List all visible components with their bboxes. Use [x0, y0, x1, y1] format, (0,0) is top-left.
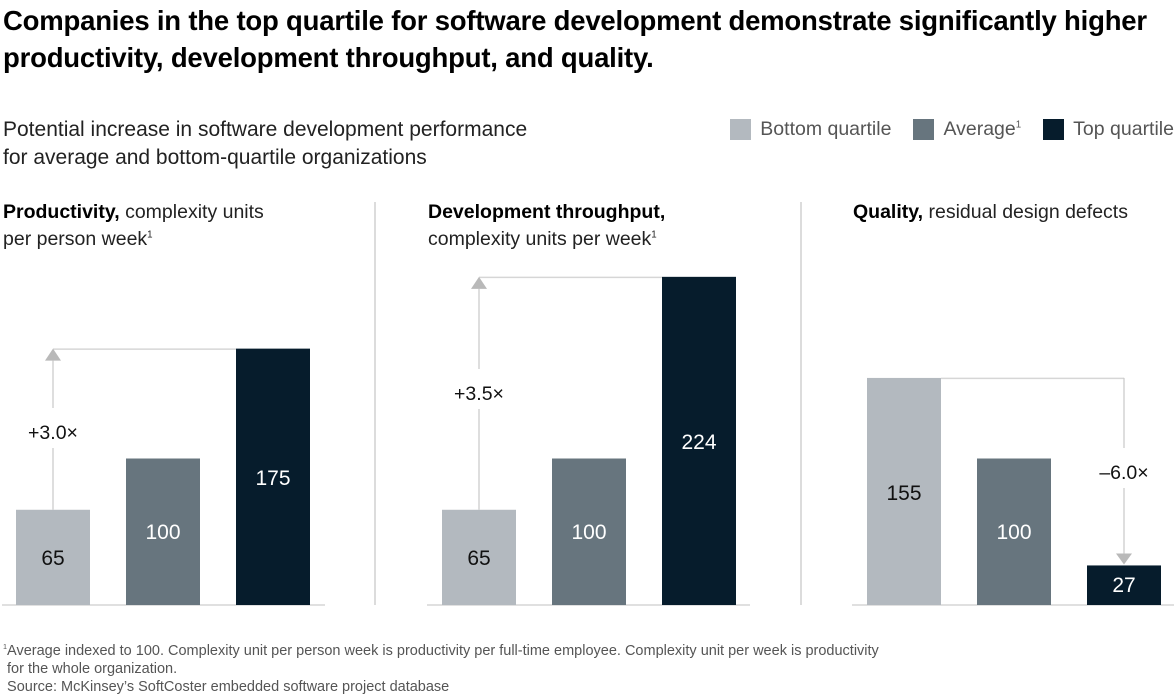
multiplier-label: +3.0×: [28, 422, 78, 444]
legend-swatch-top-quartile: [1043, 118, 1065, 140]
legend-swatch-bottom-quartile: [730, 118, 752, 140]
bar-value-label: 155: [886, 482, 921, 505]
bar-top-quartile: [1087, 565, 1161, 605]
bar-value-label: 65: [41, 547, 64, 570]
panel-title-productivity: Productivity, complexity units per perso…: [3, 199, 363, 253]
footnote-text: for the whole organization.: [7, 661, 178, 677]
panel-title-rest: complexity units: [119, 201, 264, 223]
source-text: Source: McKinsey’s SoftCoster embedded s…: [7, 679, 450, 695]
chart-subtitle: Potential increase in software developme…: [3, 116, 663, 172]
panel-title-bold: Productivity,: [3, 201, 120, 223]
legend-label: Top quartile: [1073, 118, 1174, 140]
panel-title-rest: residual design defects: [923, 201, 1128, 223]
bar-bottom-quartile: [16, 509, 90, 605]
bar-value-label: 175: [255, 467, 290, 490]
bar-top-quartile: [236, 348, 310, 605]
footnote-marker: 1: [3, 642, 8, 652]
footnote-line-2: for the whole organization.: [3, 660, 1043, 678]
footnote-marker: 1: [651, 229, 657, 241]
panel-title-bold: Development throughput,: [428, 201, 666, 223]
multiplier-label: +3.5×: [454, 383, 504, 405]
legend-label: Average1: [943, 118, 1021, 140]
chart-title: Companies in the top quartile for softwa…: [3, 5, 1147, 73]
panel-title-throughput: Development throughput, complexity units…: [428, 199, 788, 253]
bar-average: [552, 458, 626, 605]
bar-value-label: 27: [1112, 574, 1135, 597]
panel-title-quality: Quality, residual design defects: [853, 199, 1173, 226]
arrow-down-icon: [1116, 553, 1132, 565]
bar-average: [977, 458, 1051, 605]
arrow-up-icon: [471, 276, 487, 289]
bar-value-label: 224: [681, 431, 716, 454]
bar-value-label: 100: [571, 521, 606, 544]
footnote-marker: 1: [147, 229, 153, 241]
source-line: Source: McKinsey’s SoftCoster embedded s…: [3, 678, 1043, 696]
panel-title-line2: complexity units per week: [428, 228, 652, 250]
legend-item-bottom-quartile: Bottom quartile: [730, 118, 891, 140]
arrow-up-icon: [45, 348, 61, 361]
bar-value-label: 100: [145, 521, 180, 544]
footnote-text: Average indexed to 100. Complexity unit …: [7, 643, 879, 659]
bar-value-label: 100: [996, 521, 1031, 544]
footnote: 1Average indexed to 100. Complexity unit…: [3, 642, 1043, 696]
footnote-line-1: 1Average indexed to 100. Complexity unit…: [3, 642, 1043, 660]
panel-title-line2: per person week: [3, 228, 148, 250]
bar-bottom-quartile: [867, 377, 941, 605]
legend-label: Bottom quartile: [760, 118, 892, 140]
legend-swatch-average: [913, 118, 935, 140]
bar-average: [126, 458, 200, 605]
legend-item-average: Average1: [913, 118, 1021, 140]
footnote-marker: 1: [1015, 119, 1022, 131]
legend-item-top-quartile: Top quartile: [1043, 118, 1174, 140]
multiplier-label: –6.0×: [1099, 462, 1148, 484]
bar-value-label: 65: [467, 547, 490, 570]
subtitle-line-1: Potential increase in software developme…: [3, 118, 528, 141]
subtitle-line-2: for average and bottom-quartile organiza…: [3, 146, 427, 169]
bar-bottom-quartile: [442, 509, 516, 605]
bar-top-quartile: [662, 276, 736, 605]
panel-title-bold: Quality,: [853, 201, 924, 223]
legend-label-text: Average: [943, 118, 1016, 140]
legend: Bottom quartile Average1 Top quartile: [730, 118, 1174, 140]
